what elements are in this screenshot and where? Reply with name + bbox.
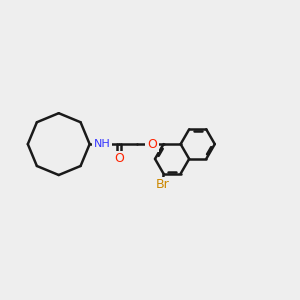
Text: O: O — [114, 152, 124, 165]
Text: NH: NH — [94, 139, 110, 149]
Text: Br: Br — [156, 178, 170, 191]
Text: O: O — [147, 138, 157, 151]
